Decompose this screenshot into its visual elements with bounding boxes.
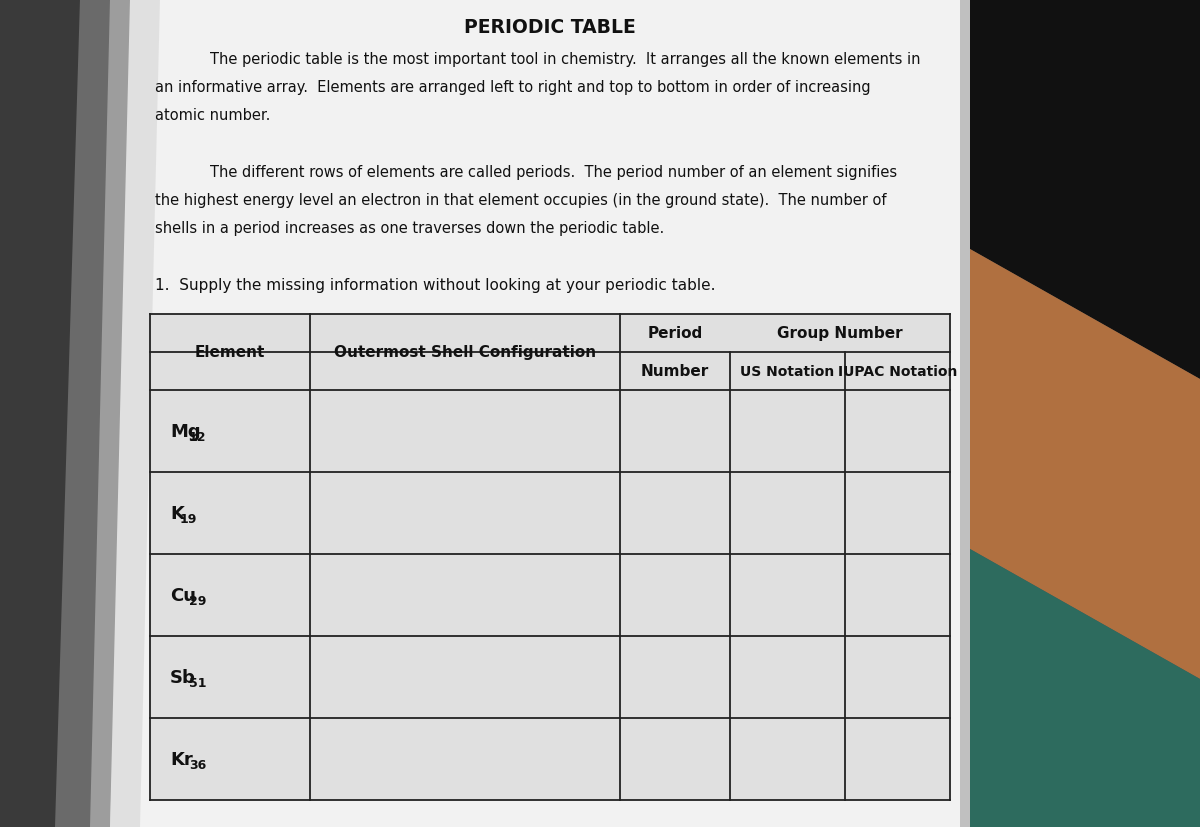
Text: Group Number: Group Number (778, 326, 902, 341)
Text: 51: 51 (190, 676, 206, 690)
Polygon shape (0, 0, 80, 827)
Polygon shape (110, 0, 960, 827)
Text: Cu: Cu (170, 586, 196, 605)
Polygon shape (0, 0, 140, 827)
Text: Mg: Mg (170, 423, 200, 441)
Text: atomic number.: atomic number. (155, 108, 270, 123)
Text: Element: Element (194, 345, 265, 360)
Text: 1.  Supply the missing information without looking at your periodic table.: 1. Supply the missing information withou… (155, 278, 715, 293)
Text: 29: 29 (190, 595, 206, 608)
Text: The different rows of elements are called periods.  The period number of an elem: The different rows of elements are calle… (210, 165, 898, 179)
Text: Outermost Shell Configuration: Outermost Shell Configuration (334, 345, 596, 360)
FancyBboxPatch shape (150, 314, 950, 800)
Polygon shape (970, 549, 1200, 827)
Text: IUPAC Notation: IUPAC Notation (838, 365, 958, 379)
Polygon shape (970, 250, 1200, 679)
Text: The periodic table is the most important tool in chemistry.  It arranges all the: The periodic table is the most important… (210, 52, 920, 67)
Text: K: K (170, 504, 184, 523)
Text: US Notation: US Notation (740, 365, 835, 379)
Text: 12: 12 (190, 431, 206, 444)
Polygon shape (110, 0, 970, 827)
Text: the highest energy level an electron in that element occupies (in the ground sta: the highest energy level an electron in … (155, 193, 887, 208)
Text: shells in a period increases as one traverses down the periodic table.: shells in a period increases as one trav… (155, 221, 665, 236)
Text: Sb: Sb (170, 668, 196, 686)
Text: PERIODIC TABLE: PERIODIC TABLE (464, 18, 636, 37)
Polygon shape (90, 0, 160, 827)
Text: Period: Period (647, 326, 703, 341)
Text: 19: 19 (180, 513, 197, 526)
Text: an informative array.  Elements are arranged left to right and top to bottom in : an informative array. Elements are arran… (155, 80, 871, 95)
Polygon shape (970, 0, 1200, 380)
Text: Kr: Kr (170, 750, 193, 768)
Text: 36: 36 (190, 758, 206, 772)
Text: Number: Number (641, 364, 709, 379)
